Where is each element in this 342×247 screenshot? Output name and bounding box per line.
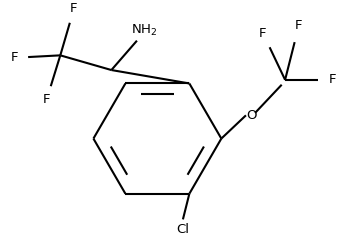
Text: F: F [259, 27, 267, 40]
Text: F: F [295, 20, 302, 32]
Text: F: F [43, 93, 50, 106]
Text: Cl: Cl [176, 223, 189, 236]
Text: F: F [11, 51, 18, 64]
Text: NH$_2$: NH$_2$ [131, 23, 157, 39]
Text: F: F [329, 73, 337, 86]
Text: F: F [70, 2, 78, 15]
Text: O: O [246, 109, 256, 122]
